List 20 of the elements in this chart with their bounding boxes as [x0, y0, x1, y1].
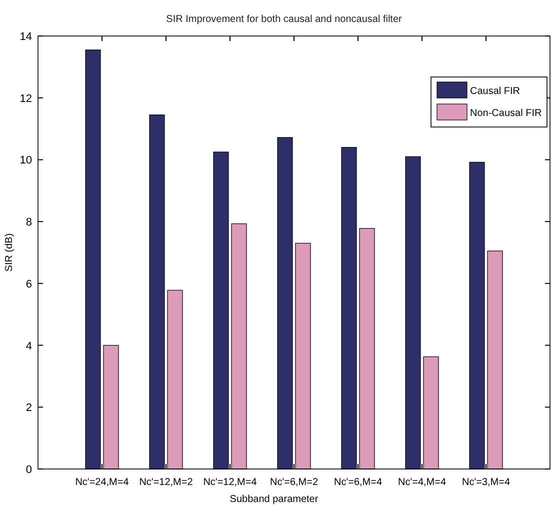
- x-axis-title: Subband parameter: [230, 494, 319, 505]
- y-tick-label: 6: [26, 278, 32, 290]
- y-tick-label: 14: [20, 31, 32, 43]
- y-tick-label: 2: [26, 402, 32, 414]
- y-tick-label: 12: [20, 92, 32, 105]
- legend-label: Non-Causal FIR: [470, 108, 542, 119]
- y-tick-label: 10: [20, 154, 32, 167]
- chart-title: SIR Improvement for both causal and noncausal filter: [166, 14, 403, 25]
- y-tick-label: 0: [26, 464, 32, 476]
- x-tick-label: Nc'=6,M=4: [334, 477, 382, 488]
- legend-label: Causal FIR: [470, 86, 520, 97]
- x-tick-label: Nc'=3,M=4: [462, 477, 510, 488]
- x-tick-label: Nc'=6,M=2: [270, 477, 318, 488]
- y-axis-title: SIR (dB): [4, 233, 15, 272]
- y-tick-label: 4: [26, 340, 32, 352]
- y-tick-label: 8: [26, 216, 32, 229]
- x-tick-label: Nc'=4,M=4: [398, 477, 446, 488]
- x-tick-label: Nc'=12,M=2: [139, 477, 194, 488]
- x-tick-label: Nc'=24,M=4: [75, 477, 130, 488]
- x-tick-label: Nc'=12,M=4: [203, 477, 258, 488]
